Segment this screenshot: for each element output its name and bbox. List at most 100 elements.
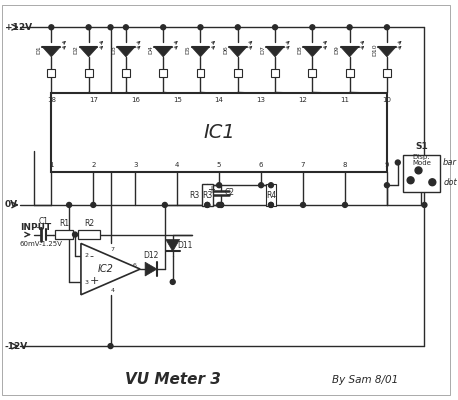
Text: 10: 10 bbox=[382, 97, 392, 103]
Text: S1: S1 bbox=[415, 142, 428, 151]
Text: D1: D1 bbox=[37, 46, 42, 54]
Bar bbox=[196, 69, 204, 77]
Polygon shape bbox=[378, 47, 396, 57]
Circle shape bbox=[124, 25, 128, 30]
Text: VU Meter 3: VU Meter 3 bbox=[125, 372, 221, 387]
Circle shape bbox=[268, 202, 273, 208]
Circle shape bbox=[217, 202, 222, 208]
Polygon shape bbox=[191, 47, 209, 57]
Polygon shape bbox=[145, 262, 157, 276]
Text: R1: R1 bbox=[59, 219, 69, 228]
Text: D3: D3 bbox=[111, 46, 116, 54]
Text: By Sam 8/01: By Sam 8/01 bbox=[332, 375, 398, 385]
Circle shape bbox=[395, 160, 400, 165]
Text: 3: 3 bbox=[85, 280, 89, 286]
Bar bbox=[122, 69, 130, 77]
Text: 2: 2 bbox=[85, 253, 89, 258]
Circle shape bbox=[163, 202, 167, 208]
Bar bbox=[234, 69, 242, 77]
Circle shape bbox=[422, 202, 427, 208]
Text: IC2: IC2 bbox=[98, 264, 114, 274]
Text: D4: D4 bbox=[148, 46, 153, 54]
Polygon shape bbox=[43, 47, 60, 57]
Circle shape bbox=[343, 202, 348, 208]
Text: INPUT: INPUT bbox=[20, 222, 51, 232]
Text: +: + bbox=[35, 222, 42, 232]
Text: 6: 6 bbox=[132, 263, 136, 268]
Text: D6: D6 bbox=[223, 46, 228, 54]
Text: R3: R3 bbox=[202, 190, 213, 200]
Circle shape bbox=[310, 25, 315, 30]
Text: D12: D12 bbox=[143, 251, 159, 260]
Circle shape bbox=[218, 202, 224, 208]
Circle shape bbox=[407, 177, 414, 184]
Circle shape bbox=[384, 25, 389, 30]
Text: 1: 1 bbox=[49, 162, 54, 168]
Text: 12: 12 bbox=[299, 97, 307, 103]
Text: Mode: Mode bbox=[412, 160, 431, 166]
Polygon shape bbox=[266, 47, 284, 57]
Text: 4: 4 bbox=[110, 288, 114, 293]
Circle shape bbox=[205, 202, 210, 208]
Text: 14: 14 bbox=[215, 97, 224, 103]
Bar bbox=[271, 69, 279, 77]
Text: 7: 7 bbox=[301, 162, 305, 168]
Bar bbox=[51, 93, 387, 172]
Text: 8: 8 bbox=[343, 162, 347, 168]
Circle shape bbox=[259, 183, 263, 188]
Text: 2: 2 bbox=[91, 162, 95, 168]
Text: -: - bbox=[90, 251, 94, 261]
Text: +12V: +12V bbox=[5, 23, 32, 32]
Circle shape bbox=[217, 183, 222, 188]
Circle shape bbox=[108, 344, 113, 348]
Text: R2: R2 bbox=[84, 219, 94, 228]
Circle shape bbox=[415, 167, 422, 174]
Text: 6: 6 bbox=[259, 162, 263, 168]
Circle shape bbox=[72, 232, 77, 237]
Polygon shape bbox=[166, 240, 180, 251]
Text: 16: 16 bbox=[131, 97, 140, 103]
Bar bbox=[78, 230, 100, 240]
Circle shape bbox=[218, 202, 224, 208]
Circle shape bbox=[268, 183, 273, 188]
Text: 7: 7 bbox=[110, 247, 114, 252]
Circle shape bbox=[198, 25, 203, 30]
Circle shape bbox=[384, 183, 389, 188]
Text: D9: D9 bbox=[335, 46, 340, 54]
Text: D11: D11 bbox=[178, 241, 193, 250]
Text: Disp.: Disp. bbox=[413, 154, 430, 160]
Bar bbox=[159, 69, 167, 77]
Bar bbox=[308, 69, 316, 77]
Bar bbox=[55, 230, 73, 240]
Bar bbox=[47, 69, 55, 77]
Text: IC1: IC1 bbox=[203, 123, 235, 142]
Circle shape bbox=[66, 202, 71, 208]
Polygon shape bbox=[154, 47, 172, 57]
Circle shape bbox=[273, 25, 278, 30]
Text: 17: 17 bbox=[89, 97, 98, 103]
Text: 5: 5 bbox=[217, 162, 221, 168]
Polygon shape bbox=[341, 47, 359, 57]
Text: bar: bar bbox=[443, 158, 457, 167]
Polygon shape bbox=[229, 47, 247, 57]
Text: D7: D7 bbox=[260, 46, 265, 54]
Circle shape bbox=[347, 25, 352, 30]
Text: D8: D8 bbox=[298, 46, 302, 54]
Circle shape bbox=[268, 202, 273, 208]
Text: 11: 11 bbox=[340, 97, 349, 103]
Text: +: + bbox=[90, 276, 99, 286]
Polygon shape bbox=[80, 47, 98, 57]
Bar bbox=[346, 69, 354, 77]
Bar bbox=[266, 184, 276, 206]
Text: D10: D10 bbox=[372, 44, 377, 56]
Text: C1: C1 bbox=[38, 217, 49, 226]
Bar bbox=[202, 184, 213, 206]
Bar bbox=[85, 69, 93, 77]
Circle shape bbox=[108, 25, 113, 30]
Text: 3: 3 bbox=[133, 162, 137, 168]
Polygon shape bbox=[304, 47, 321, 57]
Bar bbox=[403, 154, 440, 192]
Text: 0V: 0V bbox=[5, 200, 18, 210]
Text: 15: 15 bbox=[173, 97, 182, 103]
Circle shape bbox=[161, 25, 166, 30]
